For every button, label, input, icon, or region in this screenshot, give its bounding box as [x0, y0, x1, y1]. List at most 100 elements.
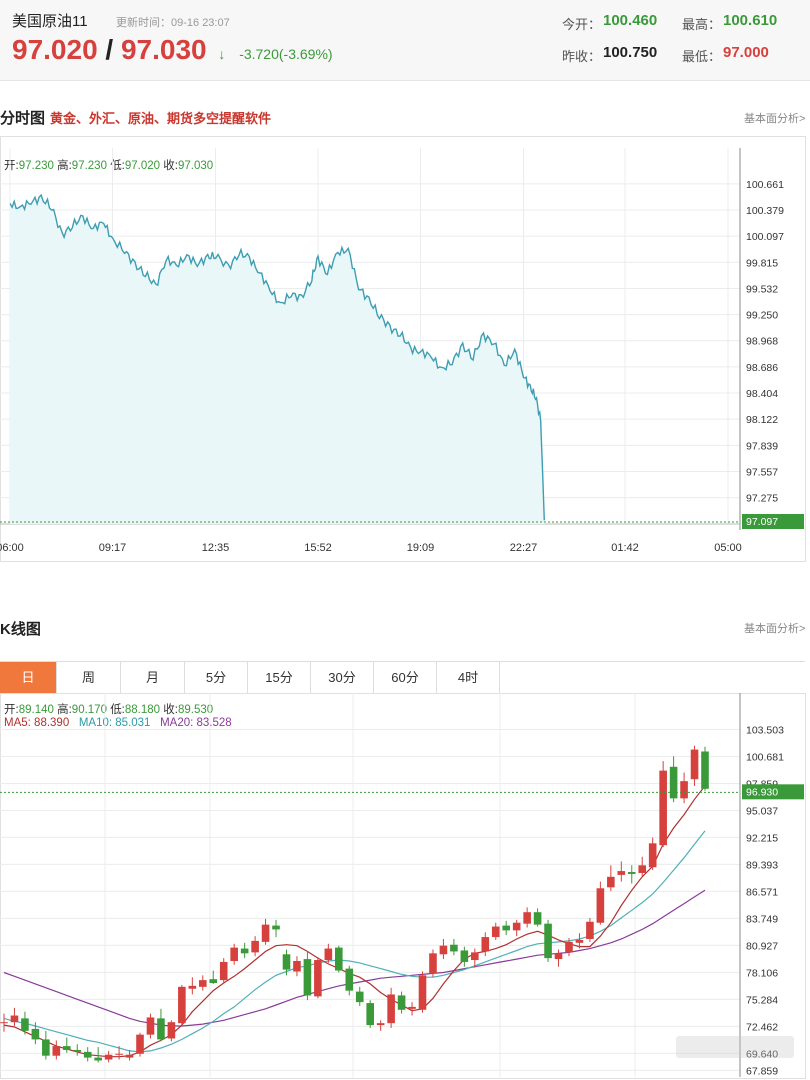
ma5-line: [3, 785, 706, 1058]
prev-close-label: 昨收：: [562, 49, 602, 64]
tab-month[interactable]: 月: [121, 662, 185, 694]
candle-body: [94, 1057, 102, 1061]
candle-body: [481, 937, 490, 952]
candle-body: [125, 1054, 134, 1058]
y-tick-label: 72.462: [746, 1021, 778, 1033]
candle-body: [533, 912, 542, 925]
y-tick-label: 98.122: [746, 414, 778, 426]
last-price-tag-text: 97.097: [746, 516, 778, 528]
ma-readout: MA5: 88.390 MA10: 85.031 MA20: 83.528: [4, 717, 232, 729]
candle-body: [701, 751, 709, 789]
y-tick-label: 80.927: [746, 940, 778, 952]
price-area-fill: [10, 195, 545, 524]
intraday-promo-link[interactable]: 黄金、外汇、原油、期货多空提醒软件: [50, 111, 272, 126]
candle-body: [408, 1006, 416, 1009]
prev-close-value: 100.750: [603, 44, 658, 61]
tab-5min[interactable]: 5分: [185, 662, 248, 694]
candle-body: [136, 1034, 144, 1054]
candle-body: [251, 940, 259, 953]
candle-body: [471, 952, 479, 961]
ma5-label: MA5:: [4, 717, 31, 729]
high-value: 90.170: [71, 704, 107, 716]
candle-body: [31, 1028, 40, 1040]
x-tick-label: 15:52: [304, 542, 332, 554]
ma5-readout: MA5: 88.390: [4, 717, 69, 729]
y-tick-label: 99.250: [746, 310, 778, 322]
last-price-tag: [742, 514, 804, 529]
y-tick-label: 69.640: [746, 1048, 778, 1060]
candle-body: [52, 1046, 61, 1056]
y-tick-label: 100.379: [746, 205, 784, 217]
candle-body: [73, 1049, 82, 1052]
candle-body: [293, 960, 301, 972]
candle-body: [198, 980, 207, 987]
bid-price: 97.020: [12, 34, 98, 65]
candle-body: [230, 947, 238, 961]
kline-fundamental-link[interactable]: 基本面分析>: [744, 623, 806, 635]
ma5-value: 88.390: [34, 717, 70, 729]
tab-week[interactable]: 周: [57, 662, 121, 694]
candle-body: [42, 1039, 50, 1056]
candle-body: [638, 865, 647, 873]
high-label: 高:: [57, 704, 72, 716]
ma10-label: MA10:: [78, 717, 113, 729]
y-tick-label: 97.839: [746, 440, 778, 452]
intraday-ohlc-readout: 开:97.230 高:97.230 低:97.020 收:97.030: [4, 157, 213, 173]
candle-body: [219, 961, 228, 981]
x-tick-label: 01:42: [611, 542, 639, 554]
low-value: 97.020: [124, 160, 161, 172]
candle-body: [272, 925, 280, 930]
candle-body: [450, 944, 458, 952]
candle-body: [178, 986, 186, 1024]
y-tick-label: 98.686: [746, 362, 778, 374]
open-label: 开:: [4, 160, 19, 172]
y-tick-label: 100.097: [746, 231, 784, 243]
x-tick-label: 12:35: [202, 542, 230, 554]
candle-body: [62, 1046, 71, 1050]
close-label: 收:: [163, 160, 178, 172]
last-price-tag-text: 96.930: [746, 786, 778, 798]
instrument-title: 美国原油11: [12, 13, 88, 30]
kline-candlestick-chart: 103.503100.68197.85995.03792.21589.39386…: [0, 693, 804, 1077]
tab-day[interactable]: 日: [0, 662, 57, 694]
candle-body: [575, 939, 584, 943]
period-tab-bar: 日 周 月 5分 15分 30分 60分 4时: [0, 661, 805, 695]
candle-body: [596, 888, 605, 923]
high-label: 最高：: [682, 17, 722, 32]
y-tick-label: 97.275: [746, 493, 778, 505]
candle-body: [366, 1003, 374, 1026]
candle-body: [627, 872, 636, 874]
tab-4hour[interactable]: 4时: [437, 662, 500, 694]
price-separator: /: [105, 34, 114, 65]
tab-15min[interactable]: 15分: [248, 662, 311, 694]
watermark: [676, 1036, 794, 1058]
tab-30min[interactable]: 30分: [311, 662, 374, 694]
price-line: [9, 193, 545, 521]
close-value: 89.530: [177, 704, 214, 716]
y-tick-label: 100.661: [746, 179, 784, 191]
candle-body: [586, 921, 594, 939]
tab-60min[interactable]: 60分: [374, 662, 437, 694]
y-tick-label: 78.106: [746, 967, 778, 979]
candle-body: [21, 1018, 29, 1031]
fundamental-analysis-link[interactable]: 基本面分析>: [744, 113, 806, 125]
high-value: 100.610: [723, 12, 778, 29]
kline-ohlc-readout: 开:89.140 高:90.170 低:88.180 收:89.530: [4, 701, 213, 717]
x-tick-label: 06:00: [0, 542, 24, 554]
close-value: 97.030: [177, 160, 214, 172]
candle-body: [167, 1022, 176, 1039]
candle-body: [188, 985, 197, 989]
y-tick-label: 98.968: [746, 336, 778, 348]
candle-body: [460, 950, 469, 962]
candle-body: [240, 948, 249, 954]
candle-body: [439, 945, 448, 955]
candle-body: [209, 979, 218, 983]
low-value: 88.180: [124, 704, 161, 716]
y-tick-label: 75.284: [746, 994, 778, 1006]
candle-body: [659, 770, 667, 846]
candle-body: [429, 953, 437, 974]
ma20-label: MA20:: [160, 717, 194, 729]
y-tick-label: 95.037: [746, 805, 778, 817]
x-tick-label: 19:09: [407, 542, 435, 554]
candle-body: [0, 1022, 8, 1024]
